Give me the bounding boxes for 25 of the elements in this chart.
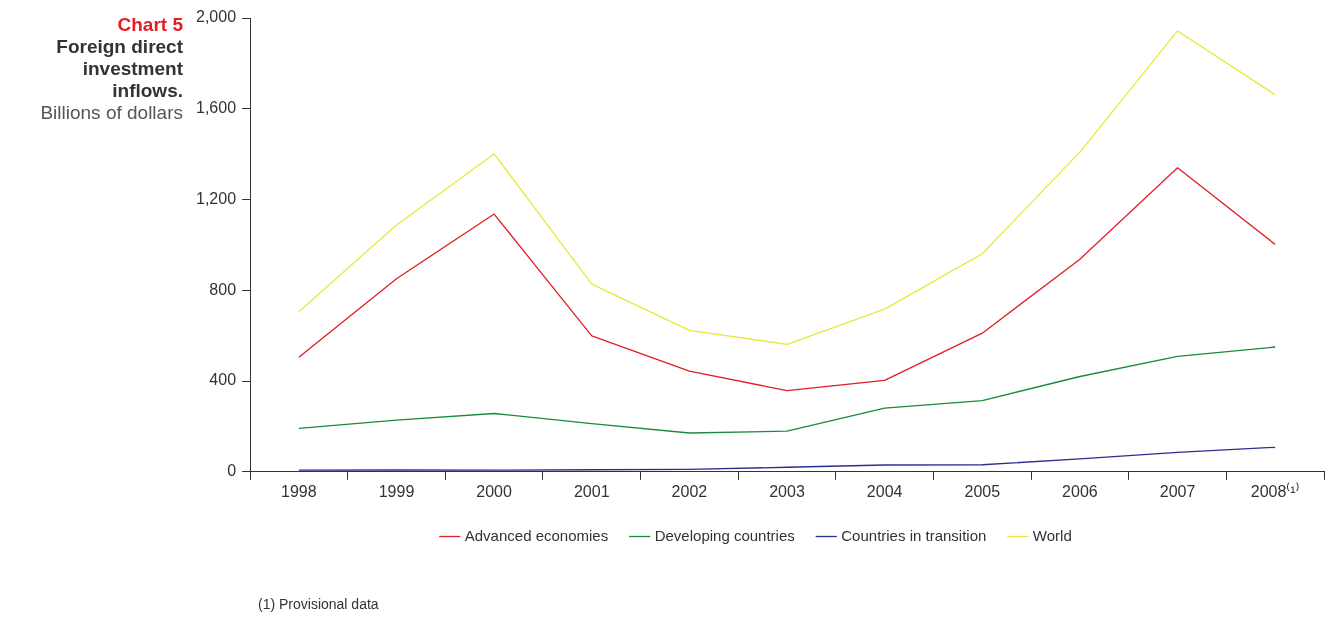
x-tick-label: 2006 bbox=[1062, 482, 1098, 500]
x-tick-label: 2007 bbox=[1159, 482, 1196, 500]
chart-title: Chart 5 bbox=[116, 14, 183, 36]
x-tick-label: 1998 bbox=[281, 482, 317, 500]
y-tick-label: 400 bbox=[209, 371, 237, 389]
x-tick-label: 1999 bbox=[378, 482, 415, 500]
y-tick-label: 1,200 bbox=[195, 189, 237, 207]
legend-label: World bbox=[1032, 526, 1072, 544]
y-tick-label: 800 bbox=[209, 280, 237, 298]
y-tick-label: 2,000 bbox=[195, 8, 237, 26]
y-tick-label: 1,600 bbox=[195, 99, 237, 117]
y-axis-title: Billions of dollars bbox=[39, 102, 183, 124]
x-tick-label: 2008⁽¹⁾ bbox=[1250, 481, 1300, 500]
x-tick-label: 2005 bbox=[964, 482, 1001, 500]
legend-label: Countries in transition bbox=[841, 526, 987, 544]
legend-label: Advanced economies bbox=[464, 526, 609, 544]
y-tick-label: 0 bbox=[227, 462, 237, 480]
x-tick-label: 2001 bbox=[573, 482, 610, 500]
x-tick-label: 2002 bbox=[671, 482, 708, 500]
legend-label: Developing countries bbox=[654, 526, 795, 544]
x-tick-label: 2000 bbox=[476, 482, 513, 500]
x-tick-label: 2003 bbox=[769, 482, 805, 500]
text: Foreign direct investment inflows. bbox=[55, 36, 183, 102]
text: (1) Provisional data bbox=[258, 596, 379, 612]
x-tick-label: 2004 bbox=[866, 482, 903, 500]
